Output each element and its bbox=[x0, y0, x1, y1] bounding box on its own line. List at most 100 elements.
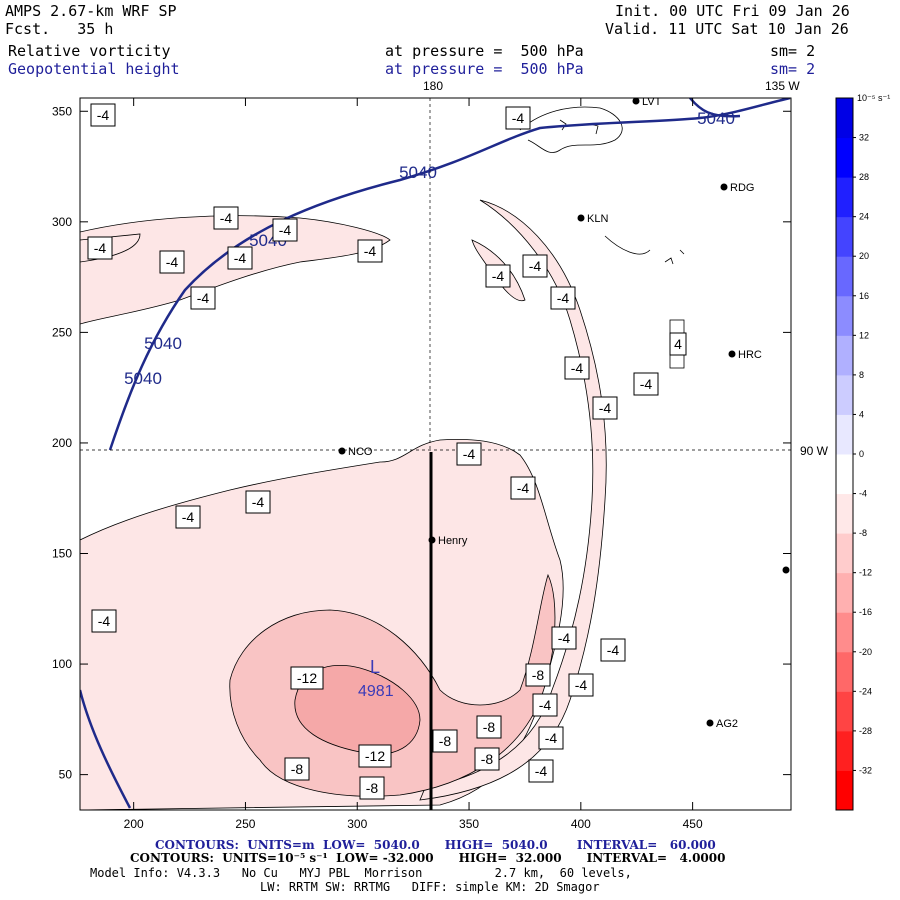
vorticity-label: -8 bbox=[291, 761, 304, 777]
model-title: AMPS 2.67-km WRF SP bbox=[5, 2, 177, 20]
station-dot-unlabeled bbox=[782, 566, 790, 574]
vorticity-label-box bbox=[550, 286, 576, 310]
colorbar-swatch bbox=[836, 137, 853, 178]
vorticity-label: -8 bbox=[439, 733, 452, 749]
vorticity-label-box bbox=[564, 356, 590, 380]
vorticity-label-box bbox=[485, 264, 511, 288]
vorticity-label-box bbox=[592, 396, 618, 420]
colorbar-swatch bbox=[836, 493, 853, 534]
y-tick-label: 100 bbox=[52, 657, 72, 671]
station-dot bbox=[728, 350, 736, 358]
init-time: Init. 00 UTC Fri 09 Jan 26 bbox=[615, 2, 850, 20]
vorticity-label: -4 bbox=[364, 243, 377, 259]
vorticity-label: -8 bbox=[366, 780, 379, 796]
colorbar-swatch bbox=[836, 414, 853, 455]
vorticity-label-box bbox=[600, 638, 626, 662]
colorbar-label: -32 bbox=[859, 765, 872, 775]
footer-height-contours: CONTOURS: UNITS=m LOW= 5040.0 HIGH= 5040… bbox=[155, 838, 716, 852]
vorticity-label: -4 bbox=[529, 258, 542, 274]
vorticity-label: -4 bbox=[517, 480, 530, 496]
stations: LVT RDG KLN HRC NCO Henry AG2 bbox=[338, 96, 790, 730]
plot-frame bbox=[79, 97, 792, 811]
colorbar-label: 32 bbox=[859, 133, 869, 143]
colorbar: 32 28 24 20 16 12 8 4 0 -4 -8 -12 -16 -20 -24 -28 -32 bbox=[835, 97, 872, 811]
colorbar-swatch bbox=[836, 612, 853, 653]
vorticity-label-box bbox=[568, 673, 594, 697]
height-contour-5040-main bbox=[80, 98, 791, 809]
vorticity-label-box bbox=[633, 372, 659, 396]
vorticity-label: -4 bbox=[94, 240, 107, 256]
height-contour-label: 5040 bbox=[124, 369, 162, 388]
vorticity-label-box bbox=[272, 218, 298, 242]
vorticity-label: -12 bbox=[297, 670, 317, 686]
field1-smoothing: sm= 2 bbox=[770, 42, 816, 60]
station-label: HRC bbox=[738, 349, 762, 361]
y-tick-label: 200 bbox=[52, 436, 72, 450]
vorticity-label-box bbox=[669, 332, 687, 356]
vorticity-label-box bbox=[522, 254, 548, 278]
vorticity-label-box bbox=[357, 239, 383, 263]
vorticity-label-box bbox=[245, 490, 271, 514]
footer-physics-info: LW: RRTM SW: RRTMG DIFF: simple KM: 2D S… bbox=[260, 880, 600, 894]
y-tick-label: 350 bbox=[52, 104, 72, 118]
x-tick-label: 350 bbox=[459, 817, 479, 831]
vorticity-label-box bbox=[213, 206, 239, 230]
footer-vorticity-contours: CONTOURS: UNITS=10⁻⁵ s⁻¹ LOW= -32.000 HI… bbox=[130, 851, 726, 865]
station-dot bbox=[632, 97, 640, 105]
vorticity-label: -4 bbox=[599, 400, 612, 416]
vorticity-label-box bbox=[159, 250, 185, 274]
vorticity-label: -8 bbox=[481, 751, 494, 767]
meridian-label-135w: 135 W bbox=[765, 79, 800, 93]
vorticity-label-box bbox=[474, 747, 500, 771]
y-tick-label: 300 bbox=[52, 215, 72, 229]
field2-level: at pressure = 500 hPa bbox=[385, 60, 584, 78]
x-tick-label: 200 bbox=[124, 817, 144, 831]
height-contour-label: 5040 bbox=[144, 334, 182, 353]
forecast-hour: Fcst. 35 h bbox=[5, 20, 114, 38]
vorticity-label-box bbox=[284, 757, 310, 781]
colorbar-label: 0 bbox=[859, 449, 864, 459]
vorticity-label-box bbox=[90, 103, 116, 127]
colorbar-swatch bbox=[836, 730, 853, 771]
field2-smoothing: sm= 2 bbox=[770, 60, 816, 78]
x-tick-label: 400 bbox=[571, 817, 591, 831]
colorbar-label: 20 bbox=[859, 251, 869, 261]
low-pressure-value: 4981 bbox=[358, 683, 394, 700]
colorbar-swatch bbox=[836, 691, 853, 732]
colorbar-label: -12 bbox=[859, 568, 872, 578]
colorbar-label: -20 bbox=[859, 647, 872, 657]
colorbar-swatch bbox=[836, 295, 853, 336]
vorticity-label: -4 bbox=[197, 290, 210, 306]
vorticity-label-box bbox=[227, 246, 253, 270]
vorticity-label-box bbox=[358, 744, 392, 768]
vorticity-label-box bbox=[190, 286, 216, 310]
colorbar-swatch bbox=[836, 335, 853, 376]
y-axis: 50 100 150 200 250 300 350 bbox=[52, 104, 791, 782]
vorticity-label-box bbox=[290, 666, 324, 690]
x-axis: 200 250 300 350 400 450 bbox=[124, 98, 703, 831]
vorticity-label-box bbox=[456, 442, 482, 466]
y-tick-label: 50 bbox=[59, 768, 73, 782]
vorticity-label-box bbox=[528, 759, 554, 783]
station-dot bbox=[428, 536, 436, 544]
vorticity-label: -4 bbox=[97, 107, 110, 123]
vorticity-label: -4 bbox=[558, 630, 571, 646]
vorticity-label-box bbox=[91, 609, 117, 633]
vorticity-label: -4 bbox=[220, 210, 233, 226]
vorticity-label-box bbox=[87, 236, 113, 260]
meridian-label-180: 180 bbox=[423, 79, 443, 93]
colorbar-swatch bbox=[836, 454, 853, 495]
vorticity-label-box bbox=[532, 693, 558, 717]
colorbar-swatch bbox=[836, 651, 853, 692]
station-dot bbox=[338, 447, 346, 455]
vorticity-label-box bbox=[538, 726, 564, 750]
vorticity-label: -4 bbox=[640, 376, 653, 392]
field1-level: at pressure = 500 hPa bbox=[385, 42, 584, 60]
x-tick-label: 450 bbox=[683, 817, 703, 831]
vorticity-label: -4 bbox=[557, 290, 570, 306]
station-dot bbox=[706, 719, 714, 727]
station-label: Henry bbox=[438, 535, 468, 547]
vorticity-label: -4 bbox=[463, 446, 476, 462]
vorticity-label: -4 bbox=[279, 222, 292, 238]
